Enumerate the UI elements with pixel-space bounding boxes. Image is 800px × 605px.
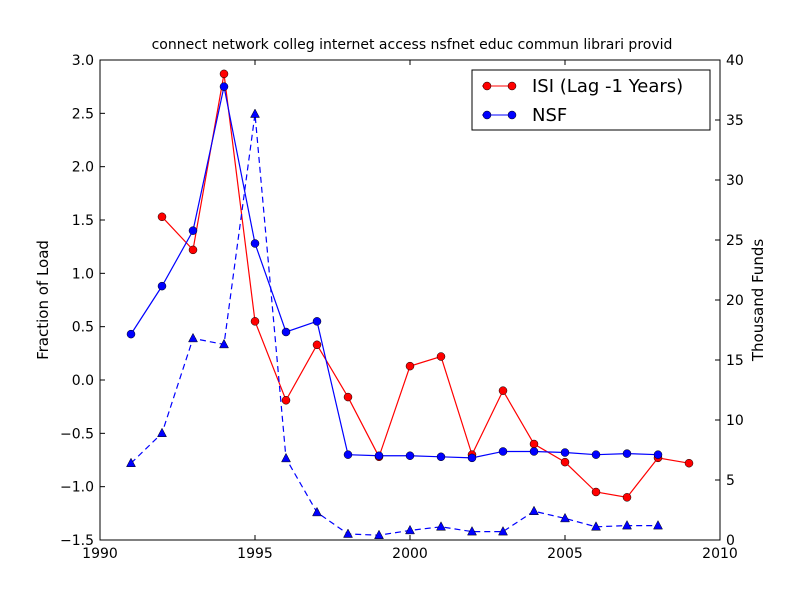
y-tick-label: 1.0 [72,266,94,282]
series-2-point [157,427,167,437]
series-0-point [281,396,291,405]
y2-tick-label: 0 [726,533,735,549]
series-0-point [622,493,632,502]
y-tick-label: 0.5 [72,320,94,336]
series-1-point [312,317,322,326]
x-tick-label: 2005 [547,546,583,562]
y2-tick-label: 15 [726,353,744,369]
legend: ISI (Lag -1 Years) NSF [471,69,711,131]
series-0-point [498,386,508,395]
y-tick-label: 1.5 [72,213,94,229]
series-2-point [126,457,136,467]
series-0-point [219,69,229,79]
y2-tick-label: 25 [726,233,744,249]
chart-title: connect network colleg internet access n… [152,37,673,53]
series-1-point [281,327,291,337]
legend-marker-nsf [482,110,492,120]
legend-marker-isi [507,81,517,91]
series-line-2 [130,113,658,536]
series-line-1 [130,86,659,459]
series-2-point [591,521,601,531]
y-tick-label: −1.0 [60,480,94,496]
series-1-point [219,82,229,91]
plot-frame [99,59,721,541]
series-1-point [188,226,198,235]
series-0-point [250,317,260,326]
y-tick-label: 2.0 [72,160,94,176]
series-2-point [188,332,198,343]
y-axis-label: Fraction of Load [34,240,52,360]
series-1-point [343,450,353,459]
series-0-point [343,392,353,402]
y-tick-label: −1.5 [60,533,94,549]
series-1-point [560,448,570,457]
y-tick-label: −0.5 [60,426,94,442]
series-1-point [405,451,415,460]
series-1-point [157,281,167,291]
x-tick-label: 1995 [237,546,273,562]
y2-tick-label: 10 [726,413,744,429]
y2-tick-label: 20 [726,293,744,309]
y-tick-label: 0.0 [72,373,94,389]
series-2-point [281,452,291,463]
series-0-point [560,457,570,467]
series-0-point [405,361,415,371]
series-1-point [436,452,446,462]
legend-label-isi: ISI (Lag -1 Years) [532,76,683,97]
series-0-point [684,458,694,468]
series-1-point [374,451,384,460]
series-1-point [467,453,477,463]
x-tick-label: 2010 [702,546,738,562]
series-1-point [622,449,632,458]
series-1-point [250,239,260,248]
series-2-point [498,526,508,536]
series-2-point [312,506,322,517]
series-2-point [343,528,353,538]
y-tick-label: 2.5 [72,106,94,122]
series-2-point [529,505,539,515]
y-tick-label: 3.0 [72,53,94,69]
y2-tick-label: 35 [726,113,744,129]
series-2-point [405,524,415,535]
series-0-point [529,439,539,449]
series-0-point [436,352,446,361]
legend-marker-nsf [507,110,517,120]
series-1-point [126,329,136,339]
series-1-point [653,450,663,459]
series-1-point [591,450,601,459]
y2-axis-label: Thousand Funds [749,239,767,362]
x-tick-label: 2000 [392,546,428,562]
series-0-point [591,487,601,497]
x-tick-label: 1990 [82,546,118,562]
series-2-point [374,529,384,539]
series-2-point [653,520,663,530]
series-2-point [560,512,570,523]
series-line-0 [161,73,690,498]
plot-area [126,69,694,539]
legend-box [471,69,711,131]
series-0-point [312,340,322,350]
series-2-point [467,526,477,536]
y2-tick-label: 5 [726,473,735,489]
legend-marker-isi [482,81,492,91]
series-0-point [188,245,198,255]
y2-tick-label: 40 [726,53,744,69]
series-2-point [436,521,446,531]
series-0-point [157,212,167,222]
series-2-point [250,108,260,118]
series-1-point [498,447,508,456]
series-2-point [622,520,632,530]
axis-ticks: 1990 1995 2000 2005 2010−1.5−1.0−0.50.00.51.… [60,53,744,562]
y2-tick-label: 30 [726,173,744,189]
series-2-point [219,338,229,349]
series-1-point [529,447,539,456]
legend-label-nsf: NSF [532,105,567,126]
